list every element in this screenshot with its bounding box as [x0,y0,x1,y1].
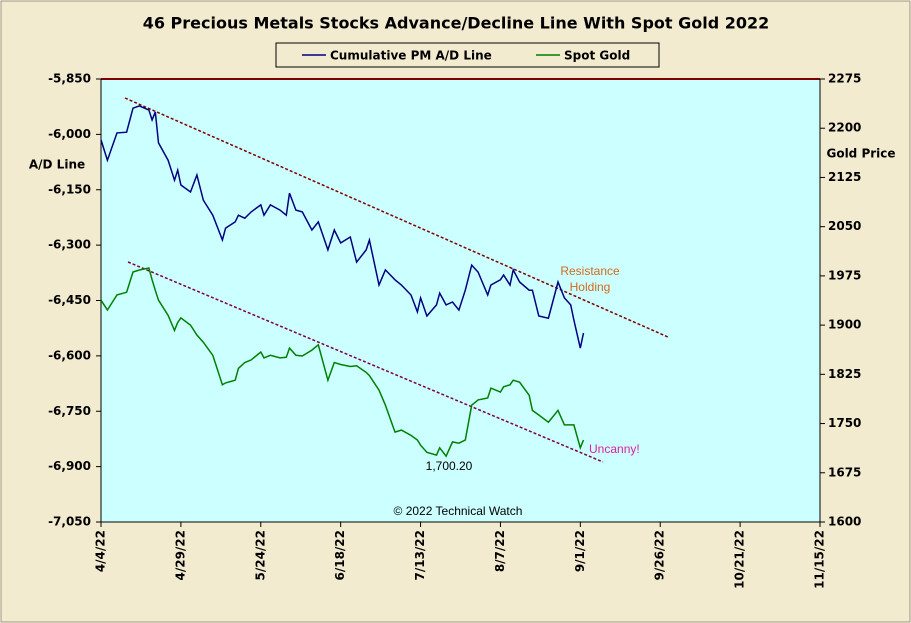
y2-tick-label: 1900 [828,318,861,332]
series-line [100,105,585,349]
plot-area [101,79,820,522]
legend-label: Cumulative PM A/D Line [330,49,492,63]
x-tick-label: 7/13/22 [413,530,427,581]
x-tick-label: 4/29/22 [173,530,187,581]
annotation: Holding [570,280,611,294]
y2-tick-label: 2275 [828,72,861,86]
y2-tick-label: 1675 [828,465,861,479]
annotation: © 2022 Technical Watch [394,504,523,518]
y2-tick-label: 2125 [828,170,861,184]
chart-title: 46 Precious Metals Stocks Advance/Declin… [143,14,770,33]
y-tick-label: -6,750 [48,404,91,418]
y2-tick-label: 2050 [828,219,861,233]
annotation: 1,700.20 [426,459,473,473]
x-tick-label: 10/21/22 [733,530,747,589]
y-tick-label: -6,000 [48,127,91,141]
y2-tick-label: 1975 [828,268,861,282]
y2-tick-label: 2200 [828,121,861,135]
series-line [100,267,585,458]
legend-box [275,42,660,68]
y2-tick-label: 1825 [828,367,861,381]
x-tick-label: 4/4/22 [94,530,108,572]
y-tick-label: -6,300 [48,238,91,252]
x-tick-label: 6/18/22 [333,530,347,581]
trend-line [127,261,604,463]
y2-tick-label: 1600 [828,515,861,529]
x-tick-label: 9/1/22 [573,530,587,572]
x-tick-label: 9/26/22 [653,530,667,581]
y-tick-label: -6,900 [48,459,91,473]
x-tick-label: 8/7/22 [493,530,507,572]
y-tick-label: -6,450 [48,293,91,307]
y2-tick-label: 1750 [828,416,861,430]
y2-axis-label: Gold Price [826,147,895,161]
x-tick-label: 5/24/22 [253,530,267,581]
y-tick-label: -6,150 [48,182,91,196]
trend-line [124,97,669,338]
x-tick-label: 11/15/22 [813,530,827,589]
annotation: Resistance [560,264,620,278]
y-tick-label: -6,600 [48,348,91,362]
y-tick-label: -5,850 [48,72,91,86]
legend-label: Spot Gold [564,49,630,63]
y-tick-label: -7,050 [48,515,91,529]
y-axis-label: A/D Line [29,158,85,172]
annotation: Uncanny! [589,442,640,456]
